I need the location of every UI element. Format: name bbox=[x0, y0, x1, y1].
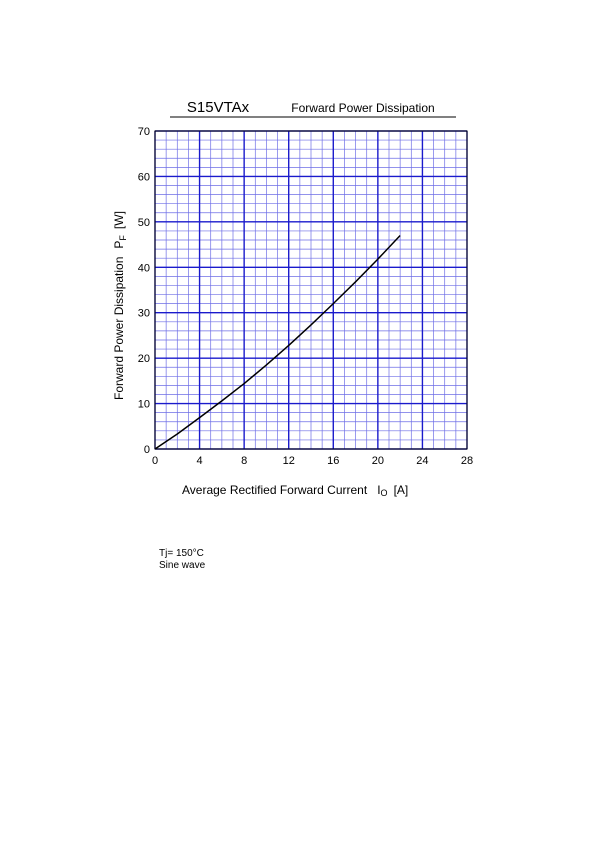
y-tick-label: 40 bbox=[138, 262, 150, 274]
y-axis-label-text: Forward Power Dissipation bbox=[112, 257, 126, 400]
conditions-note: Tj= 150°C Sine wave bbox=[159, 548, 205, 572]
chart-subtitle: Forward Power Dissipation bbox=[291, 101, 434, 115]
junction-temperature-note: Tj= 150°C bbox=[159, 548, 204, 559]
x-axis-label: Average Rectified Forward Current IO [A] bbox=[182, 483, 408, 498]
y-tick-label: 70 bbox=[138, 126, 150, 138]
y-tick-label: 0 bbox=[144, 444, 150, 456]
y-axis-label: Forward Power Dissipation PF [W] bbox=[112, 211, 128, 400]
x-tick-label: 4 bbox=[197, 455, 203, 467]
y-tick-label: 20 bbox=[138, 353, 150, 365]
y-axis-subscript: F bbox=[118, 235, 128, 241]
x-tick-label: 28 bbox=[461, 455, 473, 467]
y-axis-symbol: P bbox=[112, 241, 126, 249]
x-tick-label: 12 bbox=[283, 455, 295, 467]
x-tick-label: 20 bbox=[372, 455, 384, 467]
y-tick-labels: 0 10 20 30 40 50 60 70 bbox=[138, 126, 150, 456]
plot-frame bbox=[154, 130, 468, 450]
y-tick-label: 60 bbox=[138, 171, 150, 183]
x-tick-labels: 0 4 8 12 16 20 24 28 bbox=[152, 455, 473, 467]
x-axis-label-text: Average Rectified Forward Current bbox=[182, 483, 368, 497]
waveform-note: Sine wave bbox=[159, 560, 206, 571]
x-tick-label: 24 bbox=[416, 455, 428, 467]
x-axis-symbol: I bbox=[377, 483, 380, 497]
minor-gridlines bbox=[155, 131, 467, 449]
chart-title: S15VTAx bbox=[187, 99, 250, 116]
x-tick-label: 8 bbox=[241, 455, 247, 467]
series-layer bbox=[154, 234, 401, 450]
power-dissipation-curve bbox=[154, 234, 401, 450]
x-tick-label: 16 bbox=[327, 455, 339, 467]
x-axis-unit: [A] bbox=[394, 483, 409, 497]
y-tick-label: 30 bbox=[138, 308, 150, 320]
y-axis-unit: [W] bbox=[112, 211, 126, 229]
x-tick-label: 0 bbox=[152, 455, 158, 467]
x-axis-subscript: O bbox=[381, 488, 388, 498]
y-tick-label: 50 bbox=[138, 217, 150, 229]
y-tick-label: 10 bbox=[138, 399, 150, 411]
